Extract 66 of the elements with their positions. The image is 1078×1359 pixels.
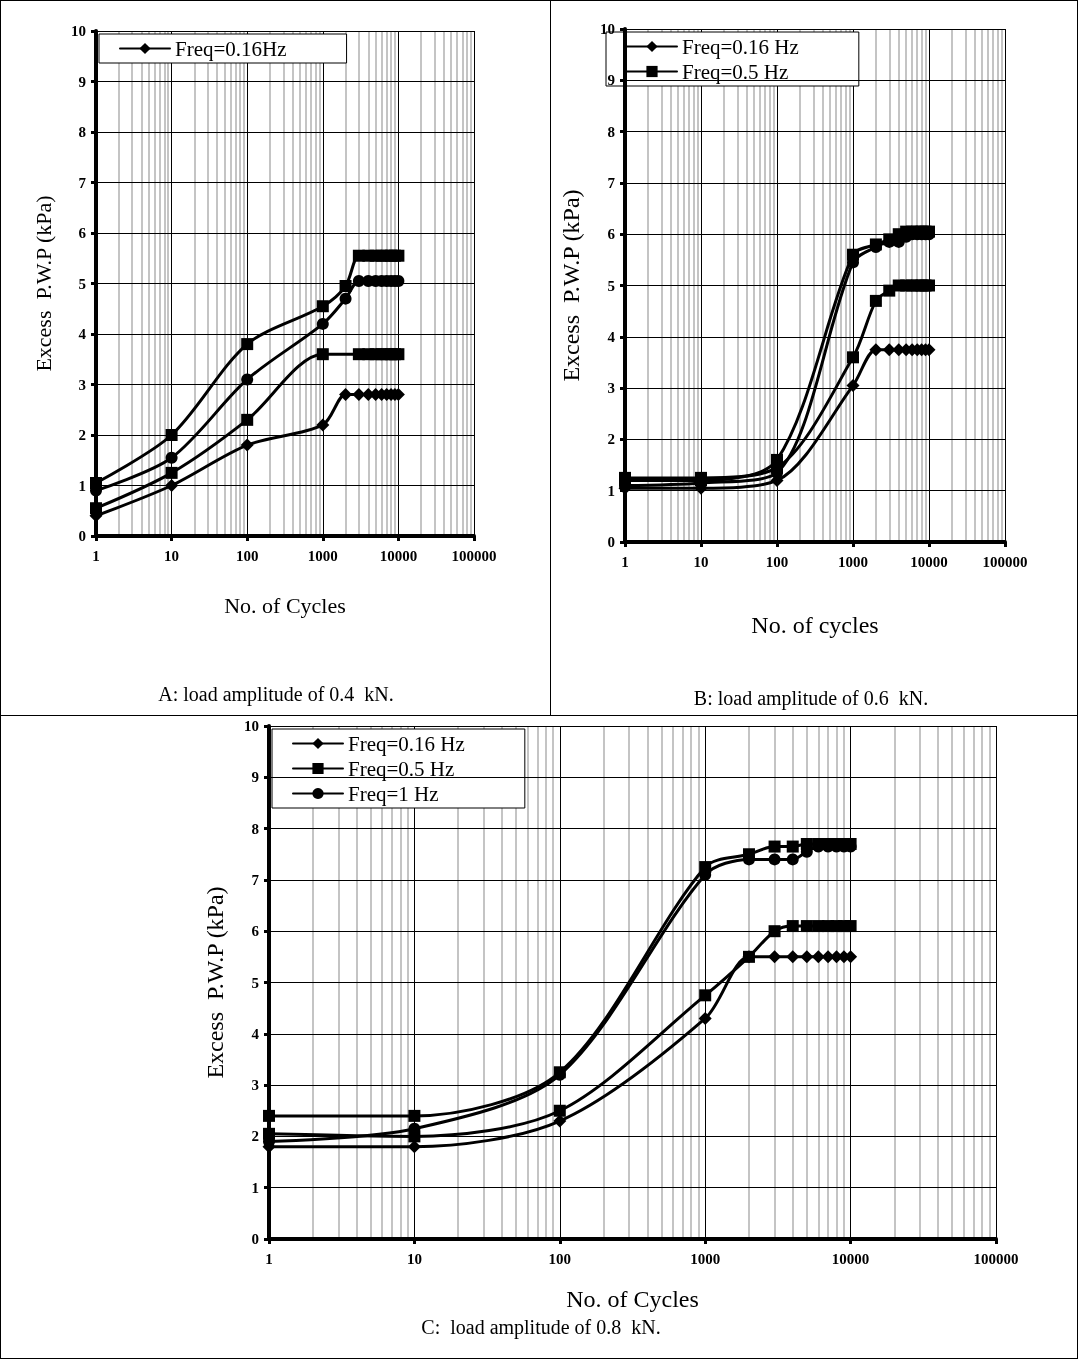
x-tick-label: 100 [548, 1250, 572, 1267]
y-tick-label: 3 [607, 380, 615, 397]
x-axis-title: No. of Cycles [566, 1286, 699, 1312]
y-tick-label: 10 [71, 23, 86, 39]
y-tick-label: 1 [78, 477, 86, 494]
y-tick-label: 1 [251, 1179, 259, 1196]
y-axis-title: Excess P.W.P (kPa) [558, 189, 584, 382]
x-tick-label: 1000 [690, 1250, 721, 1267]
x-tick-label: 10000 [910, 553, 948, 570]
legend-label: Freq=1 Hz [348, 781, 439, 806]
y-tick-label: 2 [78, 427, 86, 443]
x-tick-label: 100000 [982, 553, 1028, 570]
y-tick-label: 9 [251, 769, 259, 786]
legend-label: Freq=0.16Hz [175, 36, 287, 61]
y-tick-label: 7 [607, 174, 616, 191]
x-tick-label: 10 [693, 553, 709, 570]
x-tick-label: 10 [406, 1250, 422, 1267]
y-tick-label: 5 [607, 277, 615, 294]
x-tick-label: 1 [621, 553, 629, 570]
text: A: load amplitude of 0.4 kN. [158, 683, 394, 706]
x-tick-label: 100 [765, 553, 789, 570]
text: B: load amplitude of 0.6 kN. [693, 687, 929, 710]
x-tick-label: 10 [164, 547, 180, 564]
x-tick-label: 1000 [307, 547, 338, 564]
y-axis-title: Excess P.W.P (kPa) [30, 195, 56, 372]
legend-label: Freq=0.5 Hz [682, 59, 789, 84]
legend-label: Freq=0.16 Hz [348, 731, 465, 756]
x-tick-label: 1 [265, 1250, 273, 1267]
y-tick-label: 7 [251, 871, 260, 888]
x-axis-title: No. of cycles [751, 612, 879, 638]
y-tick-label: 4 [607, 328, 616, 345]
y-tick-label: 6 [607, 226, 616, 243]
y-tick-label: 5 [78, 275, 86, 292]
y-tick-label: 0 [78, 528, 86, 544]
y-tick-label: 2 [607, 431, 615, 448]
x-tick-label: 100 [235, 547, 259, 564]
y-tick-label: 0 [251, 1231, 259, 1247]
y-tick-label: 8 [607, 123, 615, 140]
y-tick-label: 9 [78, 73, 86, 90]
y-tick-label: 9 [607, 72, 615, 89]
x-tick-label: 100000 [451, 547, 497, 564]
x-tick-label: 10000 [831, 1250, 870, 1267]
y-tick-label: 8 [78, 124, 86, 140]
y-tick-label: 4 [78, 326, 87, 342]
x-tick-label: 1000 [838, 553, 868, 570]
y-tick-label: 3 [78, 376, 86, 393]
x-axis-title: No. of Cycles [224, 592, 346, 618]
y-tick-label: 4 [251, 1025, 260, 1042]
y-tick-label: 0 [607, 534, 615, 550]
y-tick-label: 7 [78, 174, 87, 191]
y-tick-label: 6 [78, 225, 87, 241]
y-tick-label: 2 [251, 1128, 259, 1145]
y-tick-label: 10 [244, 718, 259, 734]
y-tick-label: 3 [251, 1077, 259, 1094]
legend-label: Freq=0.5 Hz [348, 756, 455, 781]
x-tick-label: 1 [92, 547, 100, 564]
x-tick-label: 10000 [379, 547, 418, 564]
y-tick-label: 6 [251, 923, 260, 940]
text: C: load amplitude of 0.8 kN. [421, 1316, 661, 1339]
legend-label: Freq=0.16 Hz [682, 34, 799, 59]
y-tick-label: 1 [607, 482, 615, 499]
y-tick-label: 8 [251, 820, 259, 837]
y-axis-title: Excess P.W.P (kPa) [202, 886, 228, 1079]
y-tick-label: 10 [600, 21, 615, 37]
x-tick-label: 100000 [973, 1250, 1019, 1267]
y-tick-label: 5 [251, 974, 259, 991]
